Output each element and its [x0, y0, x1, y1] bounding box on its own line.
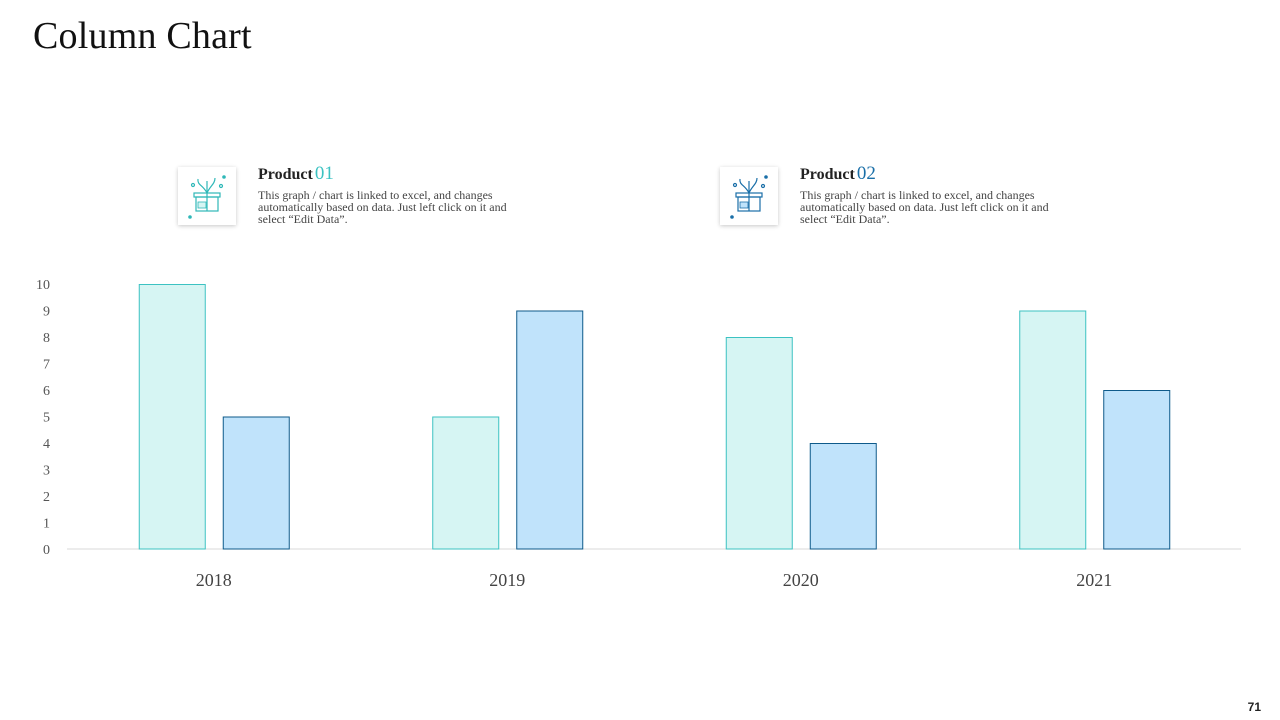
legend-title: Product 01 — [258, 163, 334, 185]
gift-box-icon — [178, 167, 236, 225]
legend-title: Product 02 — [800, 163, 876, 185]
bar-series-1-2021 — [1019, 310, 1087, 550]
x-tick-label: 2018 — [196, 570, 232, 590]
y-tick-label: 2 — [43, 490, 50, 505]
bar-series-2-2019 — [516, 310, 584, 550]
y-tick-label: 8 — [43, 331, 50, 346]
y-tick-label: 3 — [43, 464, 50, 479]
y-tick-label: 5 — [43, 411, 50, 426]
legend-product-02: Product 02 This graph / chart is linked t… — [720, 160, 1060, 240]
legend-description: This graph / chart is linked to excel, a… — [258, 188, 507, 226]
x-tick-label: 2021 — [1076, 570, 1112, 590]
legend-label: Product — [258, 166, 313, 183]
y-tick-label: 6 — [43, 384, 50, 399]
bar-series-1-2020 — [725, 337, 793, 550]
gift-box-icon — [720, 167, 778, 225]
y-tick-label: 4 — [43, 437, 50, 452]
y-tick-label: 0 — [43, 543, 50, 558]
legend-number: 02 — [856, 163, 876, 184]
bar-series-1-2018 — [138, 284, 206, 550]
y-tick-label: 10 — [36, 278, 50, 293]
page-number: 71 — [1247, 700, 1261, 714]
legend-label: Product — [800, 166, 855, 183]
bar-series-2-2020 — [809, 443, 877, 550]
bar-series-2-2021 — [1103, 390, 1171, 550]
y-tick-label: 7 — [43, 358, 50, 373]
x-tick-label: 2020 — [783, 570, 819, 590]
legend-product-01: Product 01 This graph / chart is linked t… — [178, 160, 518, 240]
legend-description: This graph / chart is linked to excel, a… — [800, 188, 1049, 226]
slide-title: Column Chart — [33, 15, 252, 57]
bar-series-1-2019 — [432, 416, 500, 550]
legend-number: 01 — [314, 163, 334, 184]
y-tick-label: 1 — [43, 517, 50, 532]
y-tick-label: 9 — [43, 305, 50, 320]
bar-series-2-2018 — [222, 416, 290, 550]
x-tick-label: 2019 — [489, 570, 525, 590]
